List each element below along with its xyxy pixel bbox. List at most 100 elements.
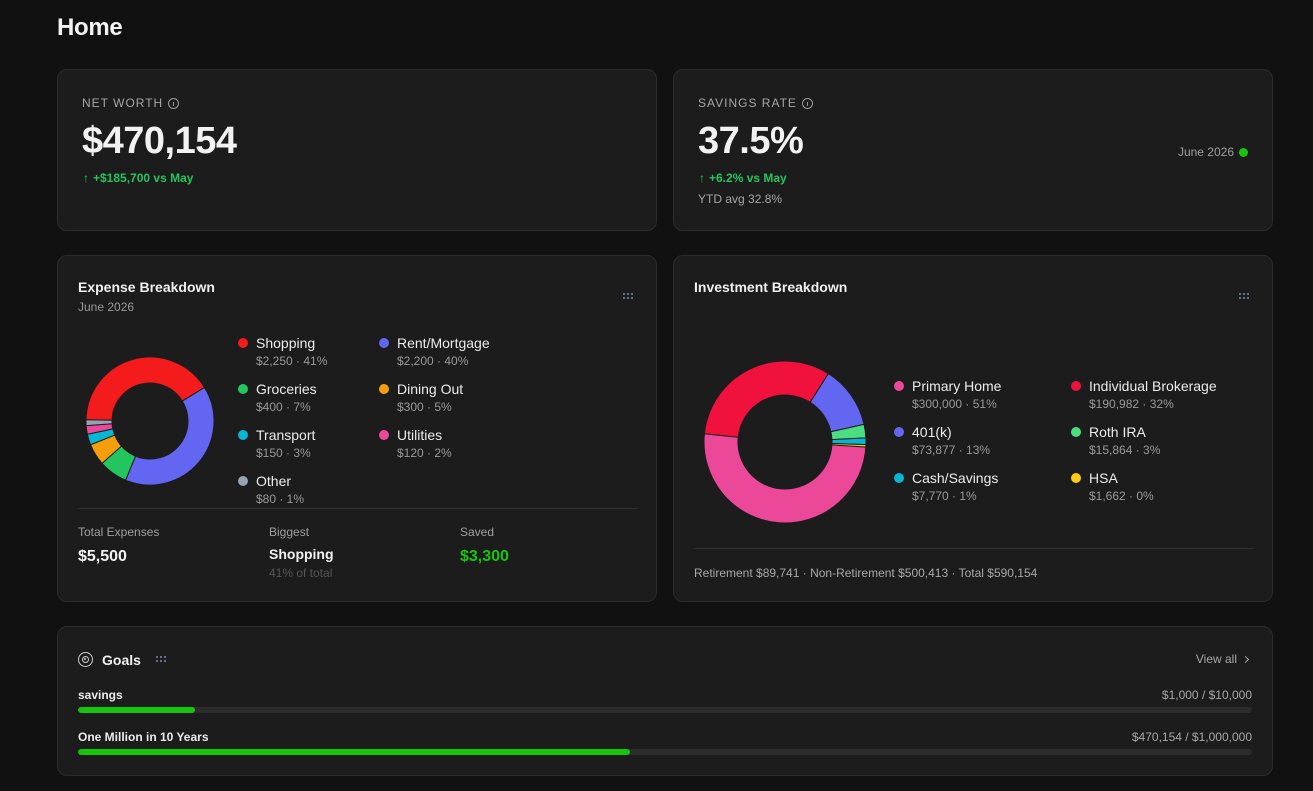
total-expenses-value: $5,500: [78, 548, 127, 565]
savings-rate-card: SAVINGS RATE 37.5% ↑ +6.2% vs May YTD av…: [673, 69, 1273, 231]
net-worth-card: NET WORTH $470,154 ↑ +$185,700 vs May: [57, 69, 657, 231]
legend-value: $7,770 · 1%: [912, 489, 977, 503]
legend-item-dining-out: Dining Out $300 · 5%: [379, 381, 463, 414]
legend-value: $1,662 · 0%: [1089, 489, 1154, 503]
donut-slice-primary-home[interactable]: [703, 433, 867, 524]
legend-dot: [894, 427, 904, 437]
legend-item-shopping: Shopping $2,250 · 41%: [238, 335, 327, 368]
savings-rate-label: SAVINGS RATE: [698, 96, 797, 110]
legend-label: Cash/Savings: [912, 470, 999, 486]
investment-donut-chart: [703, 360, 867, 524]
goal-amount: $1,000 / $10,000: [1161, 688, 1252, 702]
legend-value: $300 · 5%: [397, 400, 452, 414]
total-expenses-label: Total Expenses: [78, 525, 160, 539]
chevron-right-icon: [1241, 655, 1250, 663]
divider: [694, 548, 1253, 549]
savings-rate-label-row: SAVINGS RATE: [698, 96, 813, 110]
legend-dot: [379, 430, 389, 440]
legend-value: $400 · 7%: [256, 400, 311, 414]
goal-label: savings: [78, 688, 123, 702]
legend-item-other: Other $80 · 1%: [238, 473, 304, 506]
saved-label: Saved: [460, 525, 495, 539]
info-icon[interactable]: [168, 97, 180, 109]
drag-handle-icon[interactable]: [156, 656, 166, 662]
donut-slice-rent-mortgage[interactable]: [124, 386, 215, 486]
legend-value: $300,000 · 51%: [912, 397, 997, 411]
legend-label: Other: [256, 473, 292, 489]
legend-item-individual-brokerage: Individual Brokerage $190,982 · 32%: [1071, 378, 1217, 411]
investment-summary: Retirement $89,741 · Non-Retirement $500…: [694, 566, 1038, 580]
legend-value: $190,982 · 32%: [1089, 397, 1174, 411]
legend-value: $15,864 · 3%: [1089, 443, 1161, 457]
legend-dot: [238, 476, 248, 486]
donut-slice-hsa[interactable]: [831, 443, 867, 448]
legend-item-roth-ira: Roth IRA $15,864 · 3%: [1071, 424, 1160, 457]
expense-title: Expense Breakdown: [78, 279, 215, 295]
expense-subtitle: June 2026: [78, 300, 135, 314]
savings-rate-delta: ↑ +6.2% vs May: [699, 171, 787, 185]
legend-label: Transport: [256, 427, 316, 443]
net-worth-label: NET WORTH: [82, 96, 164, 110]
legend-label: Groceries: [256, 381, 317, 397]
page-title: Home: [57, 14, 123, 41]
goal-progress-fill: [78, 749, 630, 755]
saved-value: $3,300: [460, 548, 509, 565]
legend-item-transport: Transport $150 · 3%: [238, 427, 315, 460]
donut-slice-other[interactable]: [85, 419, 113, 427]
legend-dot: [1071, 381, 1081, 391]
legend-label: Individual Brokerage: [1089, 378, 1217, 394]
goals-card: Goals View all savings $1,000 / $10,000 …: [57, 626, 1273, 776]
legend-value: $150 · 3%: [256, 446, 311, 460]
biggest-note: 41% of total: [269, 566, 333, 580]
legend-label: Shopping: [256, 335, 316, 351]
legend-label: Rent/Mortgage: [397, 335, 490, 351]
info-icon[interactable]: [801, 97, 813, 109]
expense-donut-chart: [85, 356, 215, 486]
drag-handle-icon[interactable]: [1239, 293, 1249, 299]
net-worth-delta-text: +$185,700 vs May: [93, 171, 194, 185]
goals-title: Goals: [102, 652, 141, 668]
legend-dot: [1071, 427, 1081, 437]
legend-dot: [894, 381, 904, 391]
goal-amount: $470,154 / $1,000,000: [1131, 730, 1252, 744]
savings-rate-delta-text: +6.2% vs May: [709, 171, 787, 185]
legend-dot: [238, 430, 248, 440]
expense-breakdown-card: Expense Breakdown June 2026 Shopping $2,…: [57, 255, 657, 602]
investment-breakdown-card: Investment Breakdown Primary Home $300,0…: [673, 255, 1273, 602]
net-worth-value: $470,154: [82, 120, 237, 162]
legend-label: Utilities: [397, 427, 443, 443]
donut-slice-individual-brokerage[interactable]: [703, 360, 830, 438]
donut-slice-shopping[interactable]: [85, 356, 206, 421]
legend-label: Dining Out: [397, 381, 464, 397]
legend-item-cash-savings: Cash/Savings $7,770 · 1%: [894, 470, 998, 503]
view-all-link[interactable]: View all: [1195, 652, 1250, 666]
savings-month-text: June 2026: [1177, 145, 1234, 159]
legend-dot: [894, 473, 904, 483]
goal-progress-bar: [78, 749, 1252, 755]
legend-item-401k: 401(k) $73,877 · 13%: [894, 424, 990, 457]
legend-item-groceries: Groceries $400 · 7%: [238, 381, 317, 414]
view-all-text: View all: [1195, 652, 1237, 666]
biggest-value: Shopping: [269, 546, 334, 562]
legend-label: Roth IRA: [1089, 424, 1146, 440]
legend-item-primary-home: Primary Home $300,000 · 51%: [894, 378, 1001, 411]
legend-value: $2,200 · 40%: [397, 354, 469, 368]
savings-rate-value: 37.5%: [698, 120, 804, 162]
legend-item-rent-mortgage: Rent/Mortgage $2,200 · 40%: [379, 335, 490, 368]
legend-value: $120 · 2%: [397, 446, 452, 460]
goal-progress-fill: [78, 707, 196, 713]
drag-handle-icon[interactable]: [623, 293, 633, 299]
goal-progress-bar: [78, 707, 1252, 713]
biggest-label: Biggest: [269, 525, 310, 539]
legend-dot: [238, 338, 248, 348]
legend-value: $73,877 · 13%: [912, 443, 991, 457]
arrow-up-icon: ↑: [83, 171, 89, 185]
legend-dot: [1071, 473, 1081, 483]
status-dot: [1239, 147, 1248, 157]
legend-label: HSA: [1089, 470, 1118, 486]
goal-label: One Million in 10 Years: [78, 730, 209, 744]
savings-month-tag: June 2026: [1178, 145, 1248, 159]
legend-item-hsa: HSA $1,662 · 0%: [1071, 470, 1154, 503]
divider: [78, 508, 637, 509]
